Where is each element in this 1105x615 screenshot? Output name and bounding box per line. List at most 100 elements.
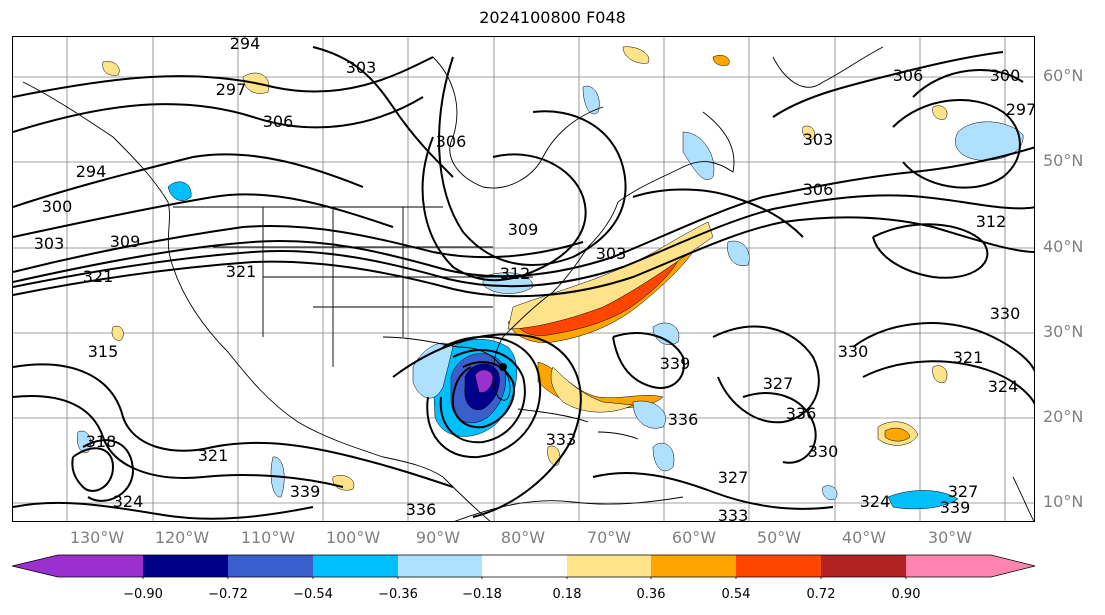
colorbar-outline: [12, 554, 1036, 578]
lat-label-40n: 40°N: [1043, 237, 1084, 256]
contour-label: 339: [660, 354, 691, 373]
anomaly-patch: [77, 430, 92, 453]
coastline-segment: [597, 431, 639, 440]
contour-label: 306: [263, 112, 294, 131]
theta-contour-line: [612, 332, 685, 389]
colorbar-cell: [906, 555, 1035, 577]
lon-label-50w: 50°W: [756, 528, 802, 547]
theta-contours: [13, 46, 1034, 520]
theta-contour-line: [592, 472, 834, 510]
theta-contour-line: [438, 56, 627, 266]
contour-label: 330: [838, 342, 869, 361]
theta-contour-line: [772, 51, 1004, 118]
anomaly-patch: [652, 322, 680, 345]
theta-contour-line: [421, 136, 587, 282]
lon-label-90w: 90°W: [415, 528, 461, 547]
coastline-segment: [432, 56, 604, 189]
coastline-segment: [772, 46, 884, 88]
contour-label: 336: [786, 404, 817, 423]
lat-label-20n: 20°N: [1043, 407, 1084, 426]
anomaly-patch: [332, 475, 355, 491]
contour-label: 330: [990, 304, 1021, 323]
contour-label: 315: [88, 342, 119, 361]
contour-label: 327: [763, 374, 794, 393]
contour-label: 294: [230, 37, 261, 53]
anomaly-patch: [884, 427, 911, 442]
theta-contour-line: [13, 146, 1034, 283]
lon-label-110w: 110°W: [240, 528, 296, 547]
contour-label: 321: [83, 267, 114, 286]
theta-contour-line: [426, 335, 542, 459]
contour-label: 324: [860, 492, 891, 511]
theta-contour-line: [13, 56, 434, 98]
coastline-segment: [22, 81, 174, 268]
theta-contour-line: [13, 96, 424, 133]
lon-label-130w: 130°W: [69, 528, 125, 547]
contour-label: 294: [76, 162, 107, 181]
anomaly-patch: [547, 445, 561, 466]
anomaly-patch: [582, 85, 600, 115]
colorbar-cell: [143, 555, 228, 577]
contour-label: 324: [988, 377, 1019, 396]
theta-contour-line: [13, 501, 314, 520]
anomaly-patch: [111, 325, 124, 341]
lon-label-80w: 80°W: [500, 528, 546, 547]
contour-label: 303: [803, 130, 834, 149]
coastline-segment: [172, 266, 444, 478]
colorbar-cell: [12, 555, 143, 577]
anomaly-patch: [932, 365, 948, 383]
colorbar: [12, 554, 1036, 579]
anomaly-patch: [887, 490, 959, 510]
contour-label: 309: [508, 220, 539, 239]
colorbar-cell: [313, 555, 398, 577]
contour-label: 300: [42, 197, 73, 216]
theta-contour-line: [862, 360, 1034, 405]
anomaly-patch: [652, 442, 675, 472]
anomaly-patch: [102, 61, 120, 76]
lat-label-50n: 50°N: [1043, 151, 1084, 170]
colorbar-tick-label: 0.18: [552, 587, 582, 602]
theta-contour-line: [13, 193, 394, 238]
theta-contour-line: [872, 223, 989, 279]
contour-label: 321: [953, 348, 984, 367]
colorbar-cell: [482, 555, 567, 577]
contour-label: 303: [346, 58, 377, 77]
colorbar-cell: [821, 555, 906, 577]
contour-label: 300: [990, 66, 1021, 85]
contour-label: 330: [808, 442, 839, 461]
colorbar-tick-label: 0.72: [806, 587, 836, 602]
anomaly-patch: [712, 55, 730, 66]
theta-contour-line: [13, 395, 344, 488]
contour-label: 306: [893, 66, 924, 85]
anomaly-patch: [682, 131, 715, 180]
coastline-segment: [1012, 476, 1034, 521]
lon-label-100w: 100°W: [325, 528, 381, 547]
shaded-anomalies: [77, 46, 1024, 510]
coastline-segment: [617, 111, 735, 203]
theta-contour-line: [13, 194, 1034, 288]
contour-label: 297: [216, 80, 247, 99]
colorbar-cells: [12, 554, 1036, 579]
colorbar-tick-label: −0.18: [462, 587, 502, 602]
lon-label-30w: 30°W: [927, 528, 973, 547]
lat-label-60n: 60°N: [1043, 66, 1084, 85]
colorbar-tick-label: 0.54: [721, 587, 751, 602]
contour-label: 324: [113, 492, 144, 511]
hurricane-eye-marker: [499, 363, 507, 371]
theta-contour-line: [82, 439, 135, 502]
lon-label-120w: 120°W: [154, 528, 210, 547]
colorbar-cell: [736, 555, 821, 577]
lon-label-70w: 70°W: [586, 528, 632, 547]
theta-contour-line: [312, 46, 454, 178]
lon-label-40w: 40°W: [841, 528, 887, 547]
colorbar-tick-label: −0.72: [208, 587, 248, 602]
contour-label: 303: [34, 234, 65, 253]
contour-label: 333: [718, 506, 749, 522]
contour-label: 327: [718, 468, 749, 487]
colorbar-tick-label: 0.36: [636, 587, 666, 602]
anomaly-patch: [727, 240, 750, 267]
theta-contour-line: [852, 322, 1034, 373]
contour-label: 339: [940, 498, 971, 517]
theta-contour-line: [712, 325, 820, 424]
anomaly-patch: [932, 105, 948, 120]
